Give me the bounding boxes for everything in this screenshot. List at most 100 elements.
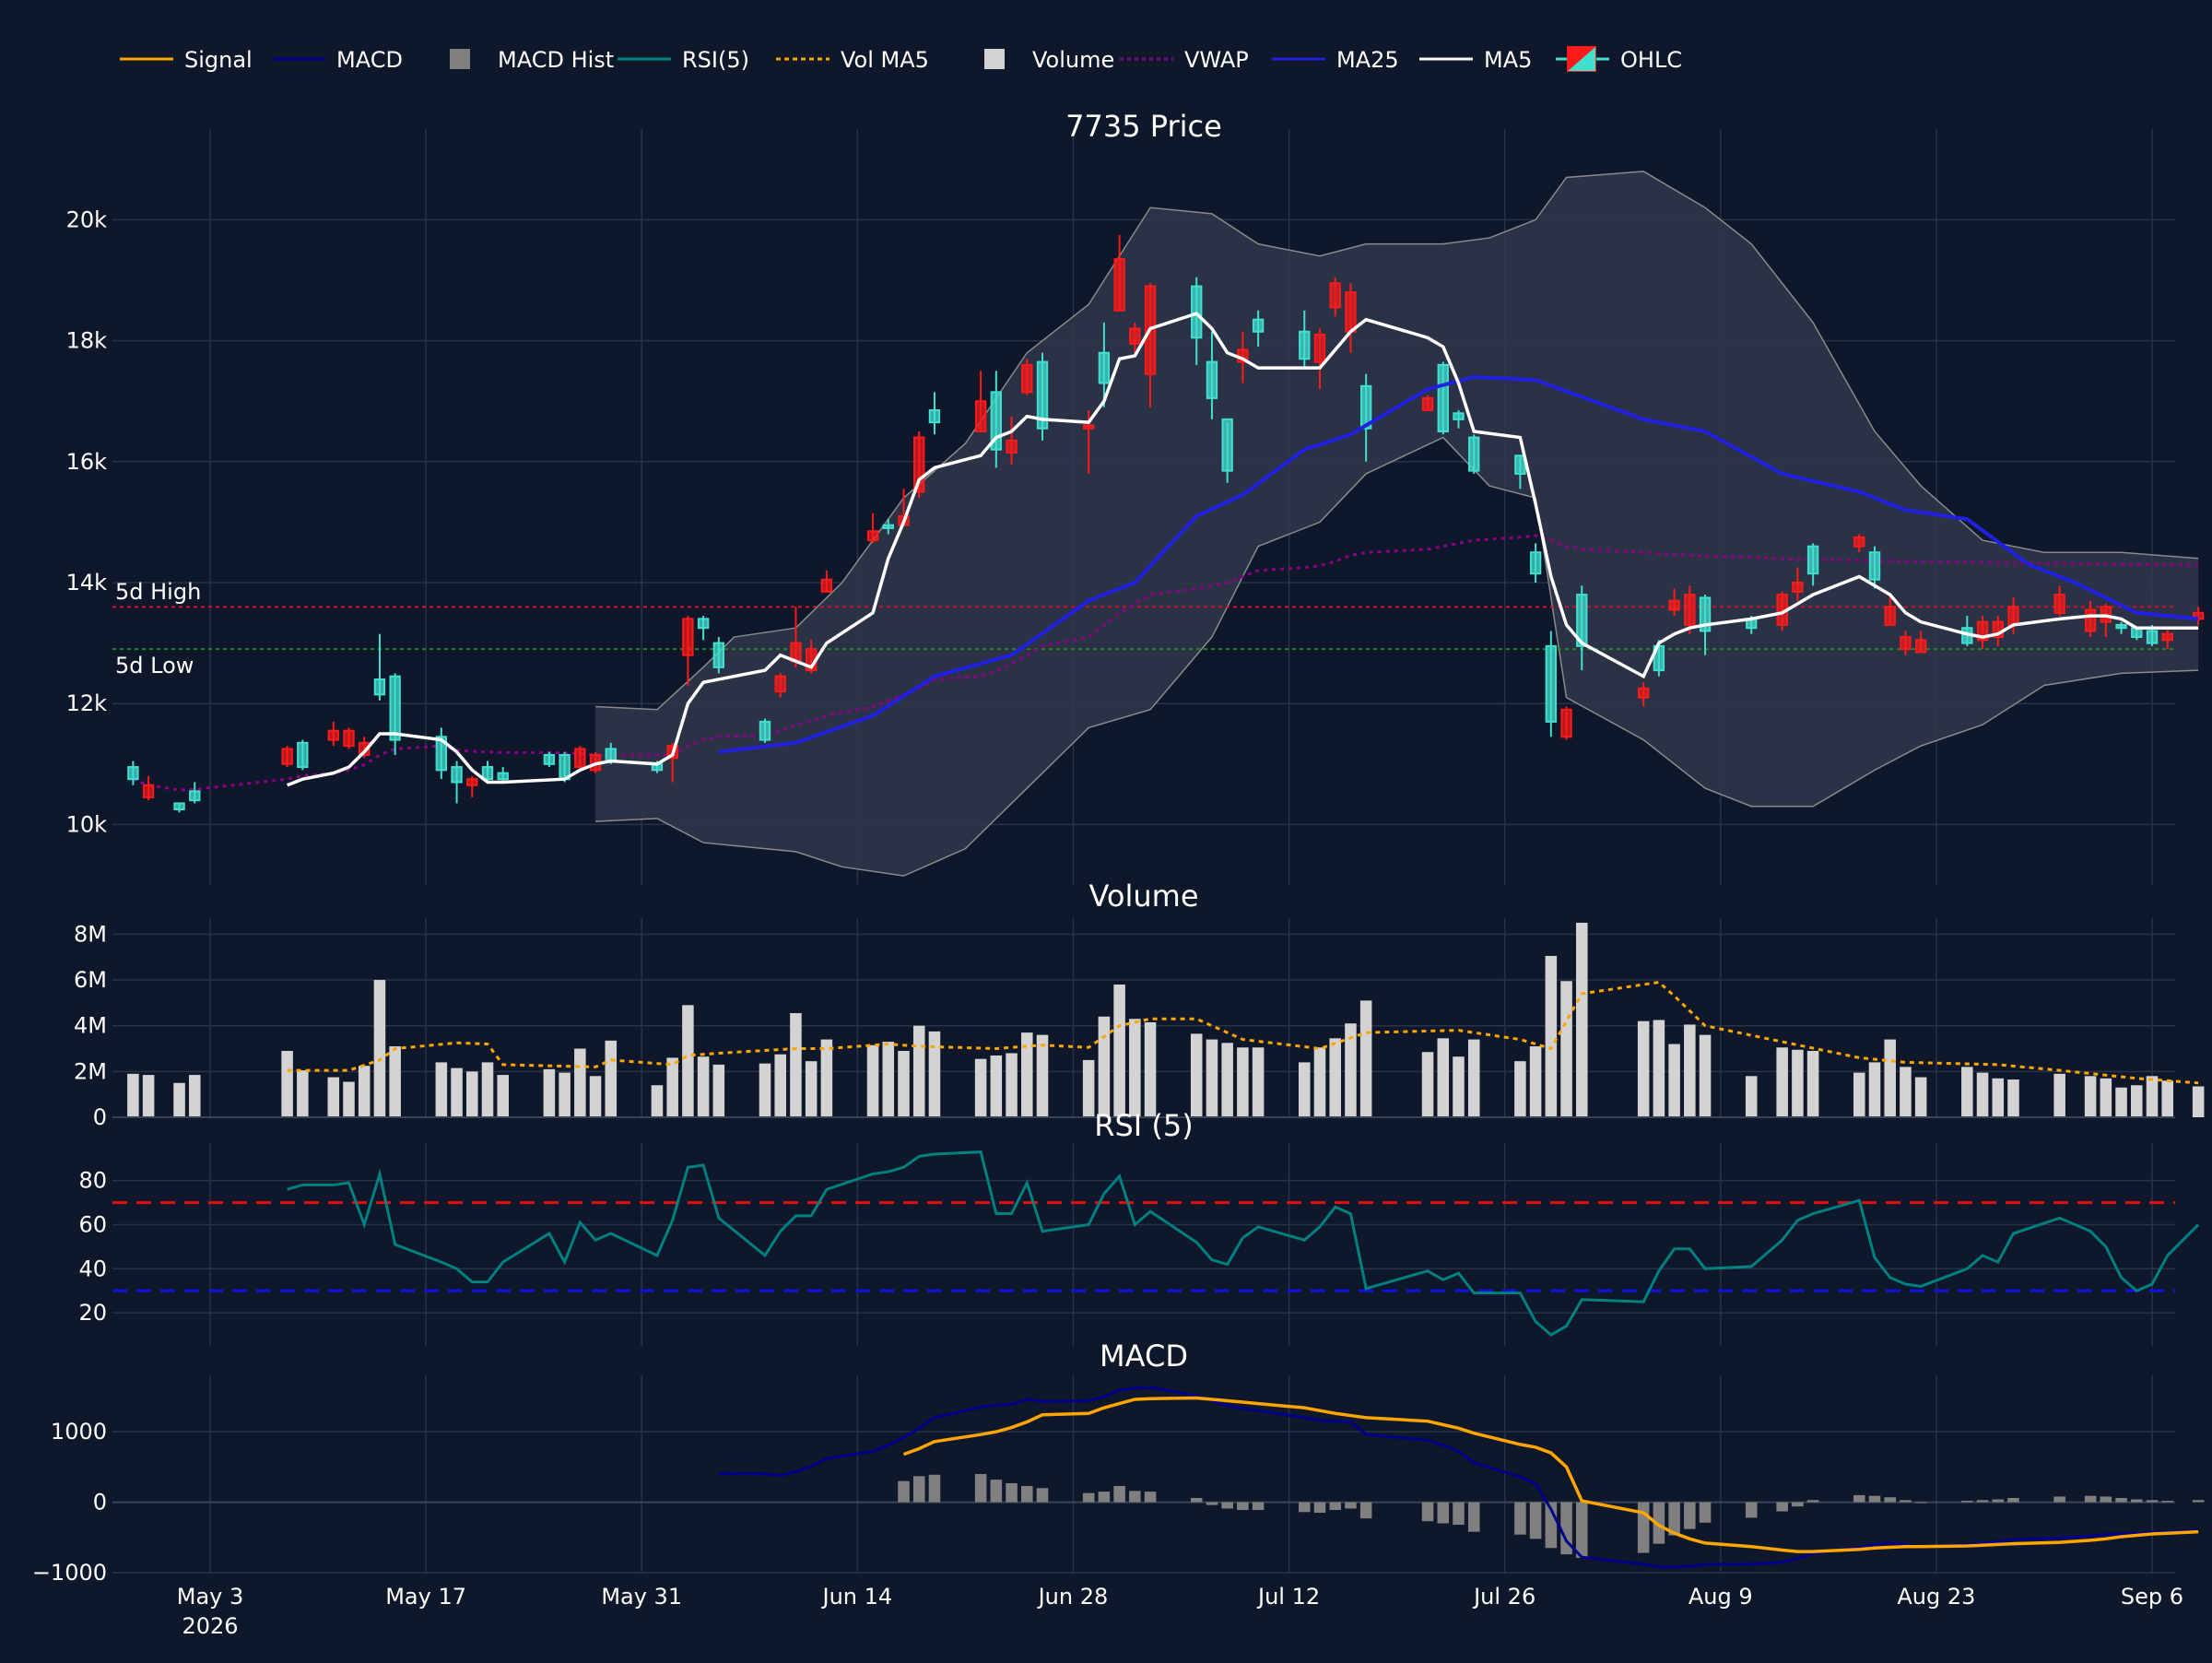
volume-bar [1792, 1049, 1804, 1117]
y-tick-label: 8M [74, 921, 107, 947]
candle-body [990, 391, 1003, 451]
legend-label: MACD Hist [498, 47, 614, 73]
legend-item[interactable]: Volume [984, 47, 1114, 73]
y-tick-label: −1000 [32, 1560, 107, 1586]
volume-bar [1345, 1023, 1357, 1117]
legend-item[interactable]: OHLC [1556, 46, 1682, 73]
candle-body [774, 675, 786, 693]
candle-body [1545, 644, 1558, 723]
macd-hist-bar [2115, 1497, 2127, 1503]
y-tick-label: 18k [66, 328, 108, 354]
candle-body [281, 748, 293, 765]
legend-item[interactable]: Signal [120, 47, 253, 73]
candle-body [327, 729, 339, 741]
volume-bar [990, 1055, 1003, 1117]
volume-bar [451, 1067, 463, 1117]
volume-bar [605, 1040, 618, 1117]
legend[interactable]: Signal MACD MACD Hist RSI(5) Vol MA5 Volume VW… [120, 46, 1682, 73]
y-tick-label: 20k [66, 206, 108, 232]
macd-hist-bar [1453, 1502, 1465, 1526]
candle-body [1113, 258, 1125, 312]
candle-body [389, 675, 401, 741]
volume-bar [1545, 955, 1558, 1117]
legend-item[interactable]: RSI(5) [618, 47, 749, 73]
candle-body [1036, 360, 1049, 430]
macd-hist-bar [2146, 1500, 2159, 1503]
legend-item[interactable]: MA25 [1272, 47, 1399, 73]
ma25-line [718, 374, 2199, 754]
volume-bar [1437, 1038, 1450, 1117]
legend-swatch [984, 49, 1005, 69]
legend-item[interactable]: MACD [272, 47, 403, 73]
volume-bar [2115, 1087, 2127, 1117]
candle-body [1468, 436, 1480, 472]
y-tick-label: 12k [66, 690, 108, 716]
macd-hist-bar [1006, 1482, 1018, 1503]
candle-body [359, 741, 371, 756]
candle-body [466, 778, 478, 786]
y-tick-label: 14k [66, 570, 108, 596]
volume-panel [112, 922, 2205, 1118]
legend-item[interactable]: MACD Hist [450, 47, 614, 73]
candle-body [2084, 608, 2097, 632]
y-tick-label: 1000 [51, 1419, 107, 1445]
macd-hist-bar [1437, 1502, 1450, 1524]
macd-hist-bar [990, 1480, 1003, 1503]
legend-label: OHLC [1620, 47, 1682, 73]
volume-bar [898, 1051, 910, 1117]
candle-body [1529, 551, 1542, 575]
candle-body [1299, 330, 1311, 360]
macd-hist-bar [1900, 1500, 1912, 1503]
volume-bar [127, 1073, 139, 1117]
legend-item[interactable]: VWAP [1120, 47, 1249, 73]
macd-hist-bar [1961, 1501, 1973, 1503]
volume-bar [2084, 1076, 2097, 1117]
x-tick-label: Jul 26 [1472, 1584, 1535, 1610]
volume-bar [682, 1005, 694, 1117]
macd-hist-bar [1637, 1502, 1650, 1553]
volume-bar [1313, 1047, 1326, 1117]
macd-panel [112, 1386, 2205, 1569]
macd-hist-bar [1467, 1502, 1480, 1532]
volume-bar [820, 1039, 833, 1117]
macd-hist-bar [1776, 1502, 1788, 1512]
high-5d-label: 5d High [115, 579, 201, 605]
volume-bar [2100, 1078, 2112, 1117]
candle-body [1560, 708, 1572, 738]
legend-label: MACD [336, 47, 403, 73]
volume-bar [1299, 1062, 1311, 1117]
y-tick-label: 2M [74, 1058, 107, 1084]
candle-body [1884, 606, 1896, 626]
candle-body [1082, 424, 1095, 430]
candle-body [1900, 636, 1912, 651]
volume-bar [1868, 1062, 1881, 1117]
volume-bar [574, 1048, 586, 1117]
candle-body [2007, 606, 2019, 626]
volume-bar [666, 1057, 678, 1117]
macd-panel-title: MACD [1100, 1339, 1188, 1374]
volume-bar [1884, 1039, 1896, 1117]
macd-hist-bar [1129, 1491, 1141, 1503]
candle-body [173, 802, 185, 811]
y-tick-label: 4M [74, 1013, 107, 1039]
y-tick-label: 10k [66, 811, 108, 837]
legend-label: Signal [184, 47, 253, 73]
volume-bar [327, 1077, 340, 1117]
x-tick-label: May 17 [385, 1584, 466, 1610]
y-tick-label: 80 [78, 1168, 107, 1194]
candle-body [142, 784, 155, 798]
macd-hist-bar [1313, 1502, 1326, 1514]
candle-body [543, 753, 556, 765]
volume-bar [1129, 1019, 1141, 1117]
volume-bar [2146, 1076, 2159, 1117]
volume-bar [712, 1064, 725, 1117]
candle-body [1129, 327, 1141, 345]
volume-bar [1036, 1034, 1049, 1117]
macd-hist-bar [1021, 1485, 1033, 1503]
candle-body [913, 436, 925, 493]
legend-item[interactable]: Vol MA5 [776, 47, 929, 73]
legend-item[interactable]: MA5 [1419, 47, 1532, 73]
volume-bar [1684, 1024, 1696, 1117]
volume-bar [2161, 1080, 2173, 1117]
volume-bar [774, 1054, 786, 1117]
